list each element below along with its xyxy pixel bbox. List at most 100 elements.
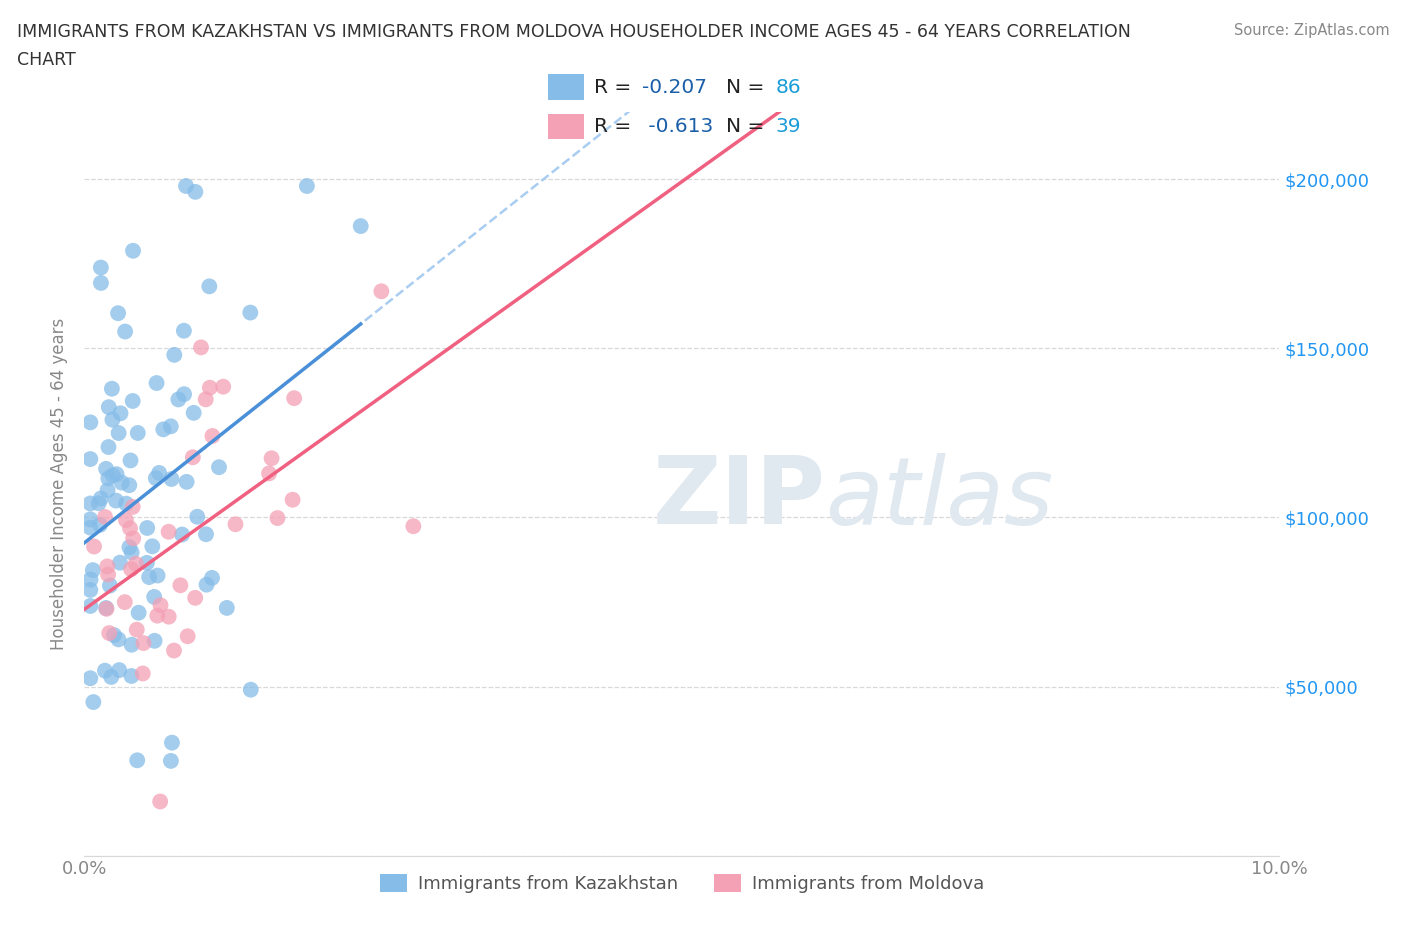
Point [100,670,122,684]
Point [114,594,136,609]
Point [107,426,129,441]
Point [184,184,207,199]
Point [201,570,224,585]
Point [105,467,128,482]
Point [146,608,169,623]
Point [184,591,207,605]
Point [239,683,262,698]
Point [120,521,142,536]
Text: -0.207: -0.207 [643,78,707,97]
Point [370,284,392,299]
Point [111,475,134,490]
Point [157,525,180,539]
Text: N =: N = [727,117,770,136]
Point [98,626,121,641]
Point [107,632,129,647]
Point [146,568,169,583]
Bar [548,74,585,100]
Point [208,459,231,474]
Text: CHART: CHART [17,51,76,69]
Point [96,559,118,574]
Point [108,555,131,570]
Point [101,412,124,427]
Point [173,324,195,339]
Point [98,578,121,593]
Point [121,393,143,408]
Point [120,453,142,468]
Point [186,510,208,525]
Point [96,602,118,617]
Text: R =: R = [595,117,638,136]
Point [125,622,148,637]
Point [90,491,112,506]
Legend: Immigrants from Kazakhstan, Immigrants from Moldova: Immigrants from Kazakhstan, Immigrants f… [373,867,991,900]
Point [149,598,172,613]
Point [157,609,180,624]
Point [87,496,110,511]
Point [108,663,131,678]
Point [90,260,112,275]
Point [402,519,425,534]
Point [350,219,373,233]
Y-axis label: Householder Income Ages 45 - 64 years: Householder Income Ages 45 - 64 years [51,317,69,650]
Point [160,736,183,751]
Point [195,526,218,541]
Point [159,418,181,433]
Point [97,400,120,415]
Point [97,440,120,455]
Point [160,753,183,768]
Point [101,381,124,396]
Point [97,483,120,498]
Point [94,461,117,476]
Point [82,695,104,710]
Point [115,512,138,527]
Point [198,279,221,294]
Point [121,545,143,560]
Point [132,635,155,650]
Point [283,391,305,405]
Text: R =: R = [595,78,638,97]
Point [132,666,155,681]
Point [295,179,318,193]
Point [121,499,143,514]
Point [120,562,142,577]
Point [79,671,101,685]
Point [266,511,288,525]
Point [215,601,238,616]
Point [136,521,159,536]
Point [198,380,221,395]
Point [90,275,112,290]
Point [127,426,149,441]
Point [163,348,186,363]
Point [181,450,204,465]
Point [212,379,235,394]
Point [114,324,136,339]
Point [138,570,160,585]
Point [141,538,163,553]
Text: 39: 39 [776,117,801,136]
Point [79,452,101,467]
Point [79,512,101,526]
Text: -0.613: -0.613 [643,117,713,136]
Point [128,605,150,620]
Point [94,601,117,616]
Point [82,563,104,578]
Text: atlas: atlas [825,453,1053,544]
Point [174,179,197,193]
Text: 86: 86 [776,78,801,97]
Point [143,590,166,604]
Point [118,478,141,493]
Point [97,471,120,485]
Point [79,520,101,535]
Point [103,628,125,643]
Point [172,527,194,542]
Point [79,599,101,614]
Point [101,468,124,483]
Point [281,492,304,507]
Point [163,644,186,658]
Point [169,578,191,592]
Point [94,663,117,678]
Point [224,517,246,532]
Point [152,422,174,437]
Point [79,496,101,511]
